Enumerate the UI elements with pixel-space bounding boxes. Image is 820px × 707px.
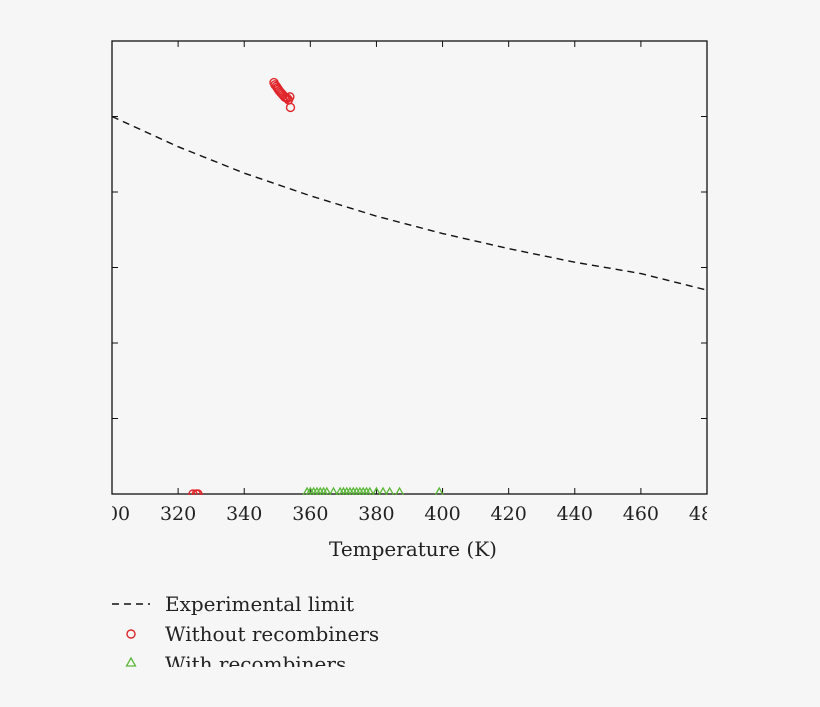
x-tick-label: 340 bbox=[226, 503, 262, 525]
x-tick-label: 480 bbox=[689, 503, 725, 525]
with-recombiners-point bbox=[361, 486, 372, 495]
with-recombiners-point bbox=[371, 486, 382, 495]
with-recombiners-point bbox=[365, 486, 375, 495]
without-recombiners-point bbox=[285, 92, 295, 102]
with-recombiners-point bbox=[378, 486, 388, 495]
without-recombiners-point bbox=[188, 489, 198, 495]
plot-area bbox=[111, 40, 708, 495]
with-recombiners-point bbox=[312, 486, 322, 495]
without-recombiners-point bbox=[193, 489, 203, 495]
with-recombiners-point bbox=[384, 486, 395, 495]
with-recombiners-point bbox=[308, 486, 319, 495]
x-axis-title: Temperature (K) bbox=[329, 537, 497, 561]
with-recombiners-point bbox=[342, 486, 352, 495]
legend-circle-icon bbox=[126, 629, 136, 639]
x-tick-label: 360 bbox=[292, 503, 328, 525]
with-recombiners-point bbox=[318, 486, 329, 495]
with-recombiners-point bbox=[315, 486, 325, 495]
legend-label: With recombiners bbox=[165, 652, 346, 676]
x-tick-label: 300 bbox=[94, 503, 130, 525]
legend-label: Experimental limit bbox=[165, 592, 354, 616]
legend: Experimental limit Without recombiners Wit… bbox=[112, 592, 379, 676]
with-recombiners-point bbox=[345, 486, 355, 495]
x-tick-label: 420 bbox=[491, 503, 527, 525]
x-tick-label: 440 bbox=[557, 503, 593, 525]
x-tick-label: 400 bbox=[424, 503, 460, 525]
with-recombiners-point bbox=[434, 486, 444, 495]
without-recombiners-point bbox=[285, 102, 296, 113]
with-recombiners-point bbox=[358, 486, 368, 495]
with-recombiners-point bbox=[328, 486, 339, 495]
with-recombiners-point bbox=[302, 486, 312, 495]
x-axis-ticks: 300 320 340 360 380 400 420 440 460 480 bbox=[94, 503, 725, 525]
legend-triangle-icon bbox=[125, 656, 137, 667]
with-recombiners-point bbox=[305, 486, 316, 495]
with-recombiners-point bbox=[322, 486, 332, 495]
x-tick-label: 460 bbox=[623, 503, 659, 525]
x-tick-label: 320 bbox=[160, 503, 196, 525]
with-recombiners-point bbox=[394, 486, 405, 495]
x-tick-label: 380 bbox=[358, 503, 394, 525]
with-recombiners-point bbox=[351, 486, 362, 495]
with-recombiners-point bbox=[348, 486, 358, 495]
plot-frame bbox=[111, 40, 708, 495]
experimental-limit-line bbox=[112, 115, 707, 291]
plot-data bbox=[112, 77, 707, 495]
with-recombiners-point bbox=[355, 486, 365, 495]
legend-label: Without recombiners bbox=[165, 622, 379, 646]
with-recombiners-point bbox=[335, 486, 345, 495]
with-recombiners-point bbox=[338, 486, 349, 495]
